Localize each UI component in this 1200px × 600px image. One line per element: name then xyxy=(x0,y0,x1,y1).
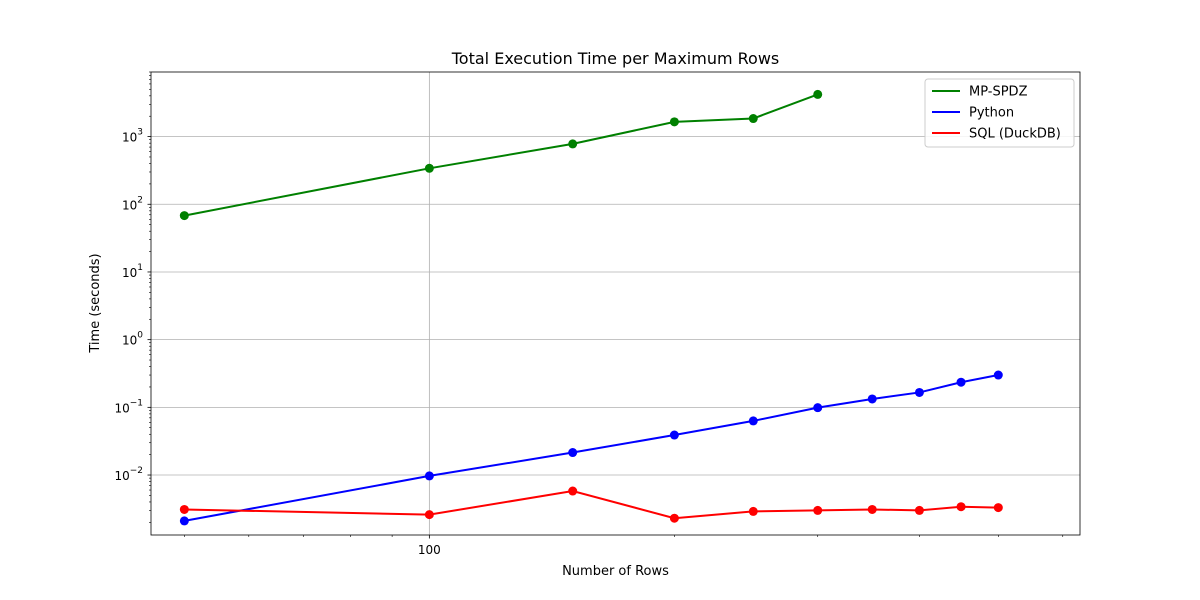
y-tick-label: 101 xyxy=(122,263,143,280)
series-line xyxy=(184,490,999,520)
series-line xyxy=(184,374,999,522)
data-point xyxy=(179,211,189,221)
series-sql-duckdb xyxy=(179,486,1003,523)
data-point xyxy=(669,513,679,523)
y-tick-label: 10−1 xyxy=(114,398,143,415)
legend-label: SQL (DuckDB) xyxy=(969,127,1061,142)
data-point xyxy=(424,163,434,173)
data-point xyxy=(748,506,758,516)
legend-label: MP-SPDZ xyxy=(969,85,1028,100)
data-point xyxy=(813,89,823,99)
data-point xyxy=(867,504,877,514)
legend-label: Python xyxy=(969,106,1014,121)
data-point xyxy=(813,505,823,515)
data-point xyxy=(867,394,877,404)
y-tick-label: 102 xyxy=(122,195,143,212)
legend-item: Python xyxy=(932,106,1014,121)
data-point xyxy=(424,510,434,520)
y-axis-label: Time (seconds) xyxy=(88,253,103,353)
data-point xyxy=(568,139,578,149)
data-point xyxy=(424,471,434,481)
data-point xyxy=(568,486,578,496)
grid xyxy=(151,72,1080,535)
series-group xyxy=(179,89,1003,526)
series-line xyxy=(184,93,819,217)
data-point xyxy=(993,503,1003,513)
data-point xyxy=(956,377,966,387)
chart-title: Total Execution Time per Maximum Rows xyxy=(451,49,780,68)
legend: MP-SPDZ Python SQL (DuckDB) xyxy=(924,78,1075,148)
axes: 10−2 10−1 100 101 102 103 100 xyxy=(114,71,1081,557)
data-point xyxy=(669,117,679,127)
data-point xyxy=(179,516,189,526)
legend-item: MP-SPDZ xyxy=(932,85,1028,100)
data-point xyxy=(813,403,823,413)
legend-box xyxy=(924,78,1075,148)
series-python xyxy=(179,370,1003,526)
x-tick-label: 100 xyxy=(418,543,441,557)
data-point xyxy=(993,370,1003,380)
data-point xyxy=(179,504,189,514)
data-point xyxy=(956,502,966,512)
series-mp-spdz xyxy=(179,89,823,221)
data-point xyxy=(748,114,758,124)
y-tick-label: 100 xyxy=(122,331,143,348)
data-point xyxy=(669,430,679,440)
y-tick-label: 10−2 xyxy=(114,466,143,483)
plot-frame xyxy=(150,71,1081,536)
y-tick-label: 103 xyxy=(122,128,143,145)
data-point xyxy=(568,448,578,458)
data-point xyxy=(914,387,924,397)
x-axis-label: Number of Rows xyxy=(562,564,669,579)
data-point xyxy=(748,416,758,426)
data-point xyxy=(914,505,924,515)
legend-item: SQL (DuckDB) xyxy=(932,127,1061,142)
